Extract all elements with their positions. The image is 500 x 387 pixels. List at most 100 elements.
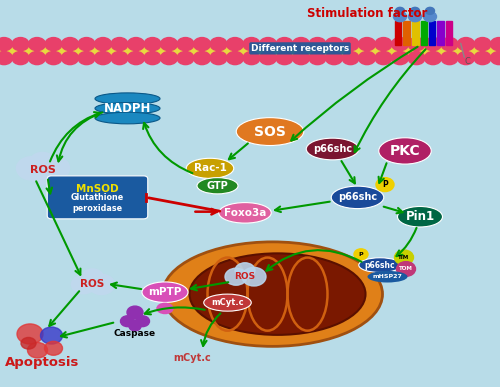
- Circle shape: [375, 38, 392, 51]
- Circle shape: [396, 7, 404, 14]
- Ellipse shape: [95, 93, 160, 104]
- Circle shape: [441, 51, 458, 65]
- Circle shape: [129, 322, 141, 331]
- Circle shape: [358, 51, 376, 65]
- Circle shape: [408, 38, 425, 51]
- Circle shape: [490, 38, 500, 51]
- Circle shape: [72, 275, 96, 294]
- Text: ROS: ROS: [30, 165, 56, 175]
- Bar: [446, 21, 452, 45]
- Text: p66shc: p66shc: [364, 260, 396, 270]
- Circle shape: [474, 38, 491, 51]
- Text: Glutathione
peroxidase: Glutathione peroxidase: [71, 194, 124, 213]
- Circle shape: [12, 51, 29, 65]
- Circle shape: [128, 51, 144, 65]
- Ellipse shape: [142, 282, 188, 303]
- Circle shape: [342, 51, 359, 65]
- Circle shape: [144, 51, 161, 65]
- Text: NADPH: NADPH: [104, 102, 151, 115]
- Circle shape: [177, 38, 194, 51]
- Text: mCyt.c: mCyt.c: [211, 298, 244, 307]
- Circle shape: [394, 250, 413, 265]
- Text: ROS: ROS: [234, 272, 256, 281]
- FancyBboxPatch shape: [47, 176, 148, 219]
- Circle shape: [127, 306, 143, 319]
- Ellipse shape: [204, 294, 252, 311]
- Circle shape: [62, 38, 78, 51]
- Circle shape: [17, 324, 43, 344]
- Circle shape: [160, 51, 178, 65]
- Text: TIM: TIM: [398, 255, 409, 260]
- Circle shape: [426, 7, 434, 14]
- Circle shape: [276, 38, 293, 51]
- Circle shape: [408, 51, 425, 65]
- Text: Caspase: Caspase: [114, 329, 156, 339]
- Circle shape: [111, 51, 128, 65]
- Text: MnSOD: MnSOD: [76, 184, 119, 194]
- Circle shape: [292, 51, 310, 65]
- Circle shape: [326, 38, 342, 51]
- Circle shape: [45, 38, 62, 51]
- Text: mPTP: mPTP: [148, 287, 182, 297]
- Circle shape: [44, 341, 62, 355]
- Circle shape: [28, 342, 48, 358]
- Circle shape: [243, 51, 260, 65]
- Bar: [395, 21, 402, 45]
- Text: P: P: [358, 252, 364, 257]
- Circle shape: [354, 249, 368, 260]
- Circle shape: [160, 38, 178, 51]
- Circle shape: [235, 263, 255, 278]
- Ellipse shape: [398, 206, 442, 227]
- Circle shape: [194, 38, 210, 51]
- Ellipse shape: [190, 253, 366, 335]
- Ellipse shape: [359, 258, 401, 272]
- Bar: [412, 21, 418, 45]
- Circle shape: [424, 12, 436, 22]
- Circle shape: [144, 38, 161, 51]
- Circle shape: [78, 38, 95, 51]
- Circle shape: [94, 38, 112, 51]
- Circle shape: [375, 51, 392, 65]
- Circle shape: [94, 51, 112, 65]
- Ellipse shape: [379, 138, 431, 164]
- Text: Apoptosis: Apoptosis: [6, 356, 80, 369]
- Circle shape: [392, 51, 408, 65]
- Circle shape: [242, 267, 266, 286]
- Text: SOS: SOS: [254, 125, 286, 139]
- Circle shape: [120, 316, 134, 327]
- Circle shape: [88, 274, 115, 295]
- Circle shape: [424, 38, 442, 51]
- Bar: [404, 21, 410, 45]
- Circle shape: [309, 38, 326, 51]
- Circle shape: [490, 51, 500, 65]
- Ellipse shape: [368, 271, 408, 283]
- Circle shape: [62, 51, 78, 65]
- Circle shape: [326, 51, 342, 65]
- Ellipse shape: [197, 178, 238, 194]
- Circle shape: [376, 178, 394, 192]
- Circle shape: [0, 38, 12, 51]
- Circle shape: [309, 51, 326, 65]
- Circle shape: [342, 38, 359, 51]
- Circle shape: [194, 51, 210, 65]
- Bar: [420, 21, 427, 45]
- Circle shape: [210, 38, 227, 51]
- Circle shape: [358, 38, 376, 51]
- Text: C: C: [465, 57, 471, 66]
- Circle shape: [392, 38, 408, 51]
- Circle shape: [226, 38, 244, 51]
- Circle shape: [21, 337, 36, 349]
- Circle shape: [396, 262, 415, 276]
- Text: GTP: GTP: [206, 181, 229, 191]
- Ellipse shape: [95, 103, 160, 114]
- Circle shape: [260, 38, 276, 51]
- Text: Stimulation factor: Stimulation factor: [308, 7, 428, 20]
- Ellipse shape: [156, 303, 174, 314]
- Text: p66shc: p66shc: [313, 144, 352, 154]
- Circle shape: [424, 51, 442, 65]
- Circle shape: [441, 38, 458, 51]
- Ellipse shape: [306, 138, 359, 160]
- Text: mHSP27: mHSP27: [372, 274, 402, 279]
- Circle shape: [28, 38, 46, 51]
- Text: TOM: TOM: [399, 267, 413, 271]
